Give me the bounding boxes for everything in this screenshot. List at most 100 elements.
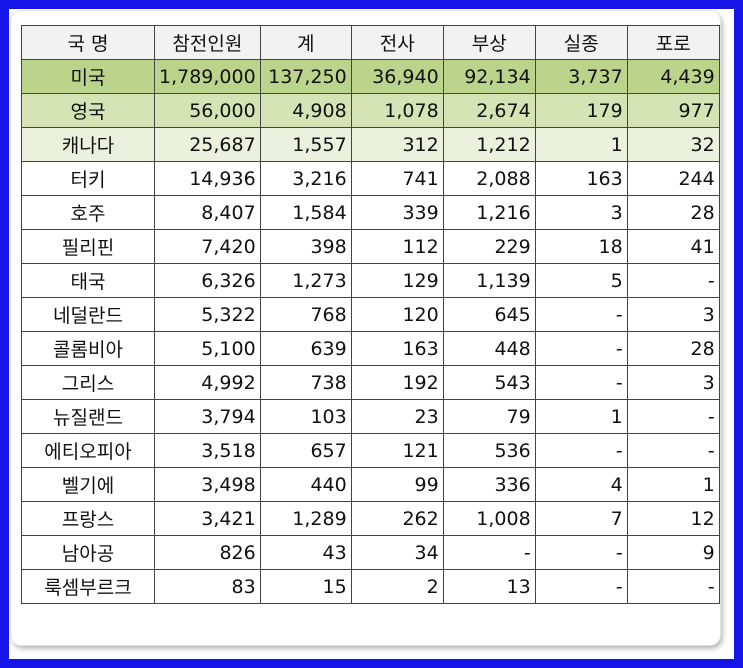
total-cell: 1,273: [259, 263, 352, 298]
pow-cell: 4,439: [626, 59, 720, 94]
missing-cell: -: [534, 433, 628, 468]
missing-cell: 163: [534, 161, 628, 196]
total-cell: 103: [259, 399, 352, 434]
wounded-cell: 1,212: [442, 127, 536, 162]
pow-cell: 9: [626, 535, 720, 570]
country-cell: 뉴질랜드: [21, 399, 155, 434]
country-cell: 터키: [21, 161, 155, 196]
country-cell: 호주: [21, 195, 155, 230]
participants-cell: 8,407: [154, 195, 261, 230]
killed-cell: 163: [350, 331, 444, 366]
missing-cell: -: [534, 365, 628, 400]
casualty-table: 국 명 참전인원 계 전사 부상 실종 포로 미국 1,789,000 137,…: [21, 25, 720, 604]
total-cell: 4,908: [259, 93, 352, 128]
total-cell: 440: [259, 467, 352, 502]
participants-cell: 56,000: [154, 93, 261, 128]
participants-cell: 3,518: [154, 433, 261, 468]
total-cell: 639: [259, 331, 352, 366]
missing-cell: -: [534, 297, 628, 332]
participants-cell: 4,992: [154, 365, 261, 400]
participants-cell: 6,326: [154, 263, 261, 298]
killed-cell: 23: [350, 399, 444, 434]
participants-cell: 1,789,000: [154, 59, 261, 94]
wounded-cell: 448: [442, 331, 536, 366]
killed-cell: 129: [350, 263, 444, 298]
pow-cell: -: [626, 399, 720, 434]
total-cell: 137,250: [259, 59, 352, 94]
table-row: 뉴질랜드 3,794 103 23 79 1 -: [21, 399, 720, 434]
missing-cell: 18: [534, 229, 628, 264]
total-cell: 1,584: [259, 195, 352, 230]
participants-cell: 3,498: [154, 467, 261, 502]
total-cell: 3,216: [259, 161, 352, 196]
wounded-cell: 645: [442, 297, 536, 332]
killed-cell: 112: [350, 229, 444, 264]
table-row: 미국 1,789,000 137,250 36,940 92,134 3,737…: [21, 59, 720, 94]
header-country: 국 명: [21, 25, 155, 60]
pow-cell: 1: [626, 467, 720, 502]
table-row: 필리핀 7,420 398 112 229 18 41: [21, 229, 720, 264]
wounded-cell: 1,216: [442, 195, 536, 230]
pow-cell: 28: [626, 331, 720, 366]
country-cell: 에티오피아: [21, 433, 155, 468]
table-row: 남아공 826 43 34 - - 9: [21, 535, 720, 570]
wounded-cell: 336: [442, 467, 536, 502]
missing-cell: 1: [534, 399, 628, 434]
killed-cell: 120: [350, 297, 444, 332]
pow-cell: 3: [626, 297, 720, 332]
wounded-cell: 13: [442, 569, 536, 604]
table-row: 콜롬비아 5,100 639 163 448 - 28: [21, 331, 720, 366]
pow-cell: 32: [626, 127, 720, 162]
header-pow: 포로: [626, 25, 720, 60]
country-cell: 필리핀: [21, 229, 155, 264]
total-cell: 657: [259, 433, 352, 468]
country-cell: 태국: [21, 263, 155, 298]
header-wounded: 부상: [442, 25, 536, 60]
wounded-cell: 92,134: [442, 59, 536, 94]
killed-cell: 339: [350, 195, 444, 230]
killed-cell: 312: [350, 127, 444, 162]
wounded-cell: 536: [442, 433, 536, 468]
participants-cell: 3,421: [154, 501, 261, 536]
table-row: 에티오피아 3,518 657 121 536 - -: [21, 433, 720, 468]
header-missing: 실종: [534, 25, 628, 60]
total-cell: 43: [259, 535, 352, 570]
participants-cell: 83: [154, 569, 261, 604]
killed-cell: 741: [350, 161, 444, 196]
table-row: 벨기에 3,498 440 99 336 4 1: [21, 467, 720, 502]
pow-cell: 41: [626, 229, 720, 264]
table-row: 태국 6,326 1,273 129 1,139 5 -: [21, 263, 720, 298]
header-row: 국 명 참전인원 계 전사 부상 실종 포로: [21, 25, 720, 60]
participants-cell: 5,322: [154, 297, 261, 332]
killed-cell: 2: [350, 569, 444, 604]
table-row: 프랑스 3,421 1,289 262 1,008 7 12: [21, 501, 720, 536]
wounded-cell: 2,674: [442, 93, 536, 128]
country-cell: 캐나다: [21, 127, 155, 162]
missing-cell: 1: [534, 127, 628, 162]
wounded-cell: 1,008: [442, 501, 536, 536]
country-cell: 벨기에: [21, 467, 155, 502]
pow-cell: -: [626, 433, 720, 468]
missing-cell: 3,737: [534, 59, 628, 94]
pow-cell: 12: [626, 501, 720, 536]
killed-cell: 99: [350, 467, 444, 502]
missing-cell: -: [534, 331, 628, 366]
participants-cell: 25,687: [154, 127, 261, 162]
wounded-cell: -: [442, 535, 536, 570]
header-participants: 참전인원: [154, 25, 261, 60]
header-total: 계: [259, 25, 352, 60]
country-cell: 영국: [21, 93, 155, 128]
total-cell: 768: [259, 297, 352, 332]
wounded-cell: 79: [442, 399, 536, 434]
total-cell: 738: [259, 365, 352, 400]
wounded-cell: 1,139: [442, 263, 536, 298]
killed-cell: 192: [350, 365, 444, 400]
pow-cell: 28: [626, 195, 720, 230]
country-cell: 콜롬비아: [21, 331, 155, 366]
country-cell: 그리스: [21, 365, 155, 400]
killed-cell: 1,078: [350, 93, 444, 128]
missing-cell: 3: [534, 195, 628, 230]
pow-cell: 977: [626, 93, 720, 128]
table-row: 룩셈부르크 83 15 2 13 - -: [21, 569, 720, 604]
country-cell: 미국: [21, 59, 155, 94]
